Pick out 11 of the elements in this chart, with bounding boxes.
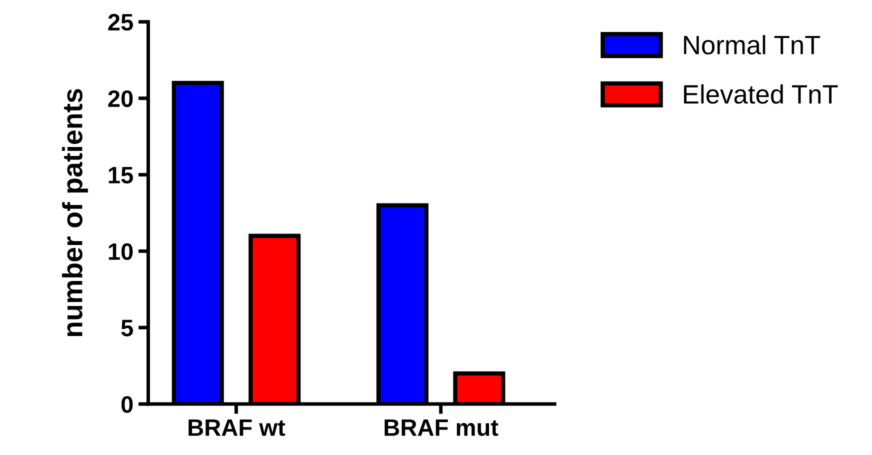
y-tick-label: 25 — [108, 14, 133, 31]
x-tick-label: BRAF mut — [384, 419, 498, 436]
y-tick-label: 20 — [108, 90, 133, 108]
y-tick-label: 10 — [108, 243, 133, 260]
y-tick-label: 15 — [108, 167, 133, 184]
y-tick-label: 0 — [121, 396, 133, 413]
legend-label: Elevated TnT — [684, 84, 838, 104]
y-tick-label: 5 — [121, 320, 133, 336]
legend-label: Normal TnT — [684, 35, 820, 54]
x-tick-label: BRAF wt — [188, 419, 286, 436]
y-axis-title: number of patients — [62, 89, 88, 336]
